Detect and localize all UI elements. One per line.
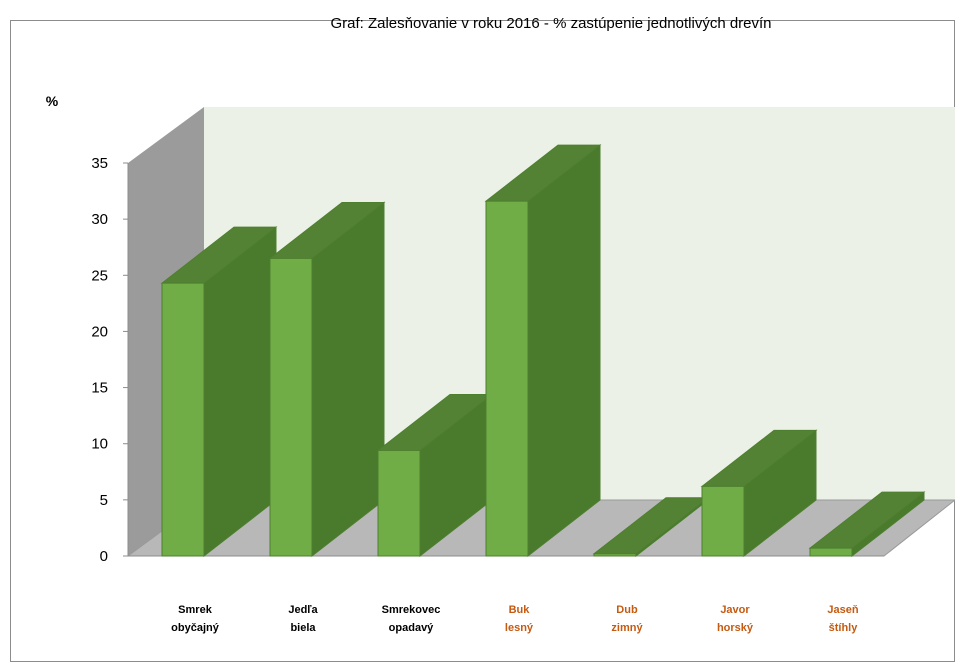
y-tick-label: 10: [91, 436, 108, 453]
category-label-line2: opadavý: [389, 622, 435, 634]
bar: [269, 257, 313, 557]
category-label-line2: štíhly: [829, 622, 859, 634]
category-label-line2: lesný: [505, 622, 534, 634]
y-tick-label: 35: [91, 155, 108, 172]
category-label-line1: Javor: [720, 604, 750, 616]
chart-title: Graf: Zalesňovanie v roku 2016 - % zastú…: [330, 15, 772, 32]
bar: [593, 553, 637, 557]
category-label-line1: Jedľa: [288, 604, 318, 616]
bar-side-face: [203, 226, 277, 558]
y-tick-label: 30: [91, 211, 108, 228]
y-tick-label: 20: [91, 323, 108, 340]
bar: [701, 485, 745, 557]
category-label-line2: obyčajný: [171, 622, 220, 634]
y-axis-unit-label: %: [46, 93, 59, 109]
category-label-line2: zimný: [611, 622, 643, 634]
chart-plot: 0 5 10 15 20 25 30 35% Smrek obyčajný Jedľa biela Sm…: [46, 93, 955, 634]
category-label-line1: Buk: [509, 604, 531, 616]
y-tick-label: 0: [100, 548, 108, 565]
y-tick-label: 15: [91, 380, 108, 397]
bar-side-face: [311, 201, 385, 558]
y-tick-label: 25: [91, 267, 108, 284]
bar-side-face: [527, 144, 601, 558]
category-label-line2: horský: [717, 622, 754, 634]
bar: [809, 547, 853, 557]
category-label-line1: Smrek: [178, 604, 213, 616]
category-label-line1: Jaseň: [827, 604, 858, 616]
category-label-line1: Dub: [616, 604, 638, 616]
y-tick-label: 5: [100, 492, 108, 509]
category-label-line1: Smrekovec: [382, 604, 441, 616]
category-label-line2: biela: [290, 622, 316, 634]
bar: [485, 200, 529, 557]
bar: [161, 282, 205, 557]
bar: [377, 449, 421, 557]
